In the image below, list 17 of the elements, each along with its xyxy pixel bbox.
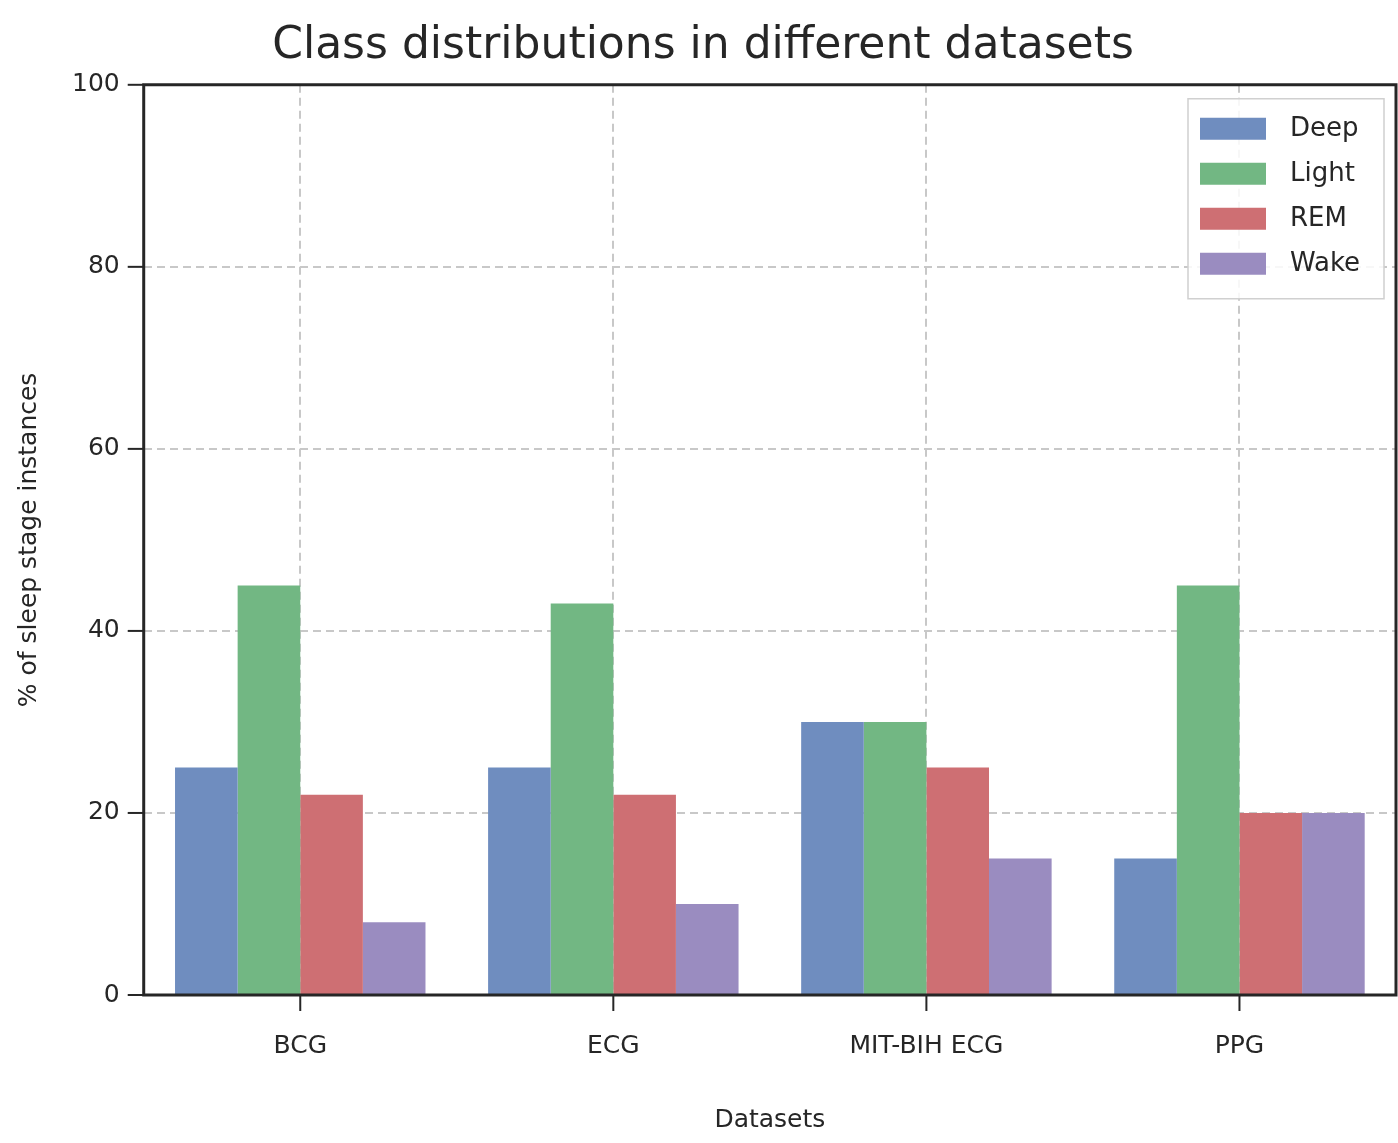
x-axis-title: Datasets: [714, 1103, 826, 1133]
y-tick-label: 20: [87, 796, 120, 826]
y-tick-label: 100: [72, 68, 120, 98]
y-axis-title: % of sleep stage instances: [12, 372, 42, 708]
y-tick-label: 40: [87, 614, 120, 644]
legend-label: Wake: [1290, 246, 1361, 277]
legend-label: Light: [1290, 156, 1355, 187]
x-tick-label: PPG: [1214, 1029, 1265, 1059]
x-tick-label: MIT-BIH ECG: [849, 1029, 1004, 1059]
y-tick-label: 0: [103, 978, 120, 1008]
y-tick-label: 60: [87, 432, 120, 462]
chart-title: Class distributions in different datasets: [272, 16, 1134, 68]
legend-label: REM: [1290, 201, 1347, 232]
y-tick-label: 80: [87, 250, 120, 280]
x-tick-label: BCG: [273, 1029, 328, 1059]
legend-label: Deep: [1290, 111, 1359, 142]
x-tick-label: ECG: [587, 1029, 640, 1059]
